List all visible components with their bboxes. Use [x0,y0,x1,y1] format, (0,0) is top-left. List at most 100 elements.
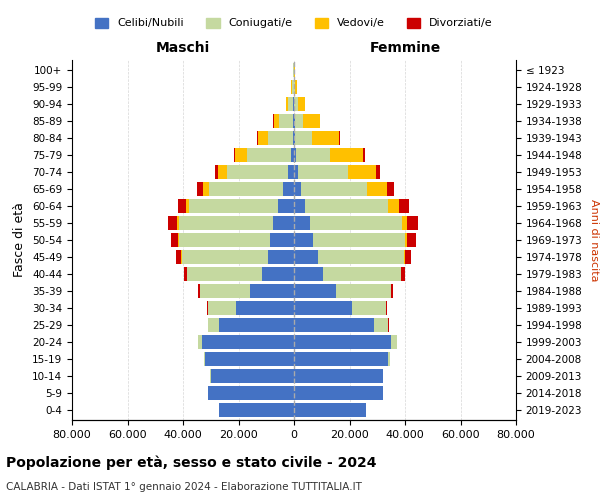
Bar [204,352,205,366]
Bar [200,284,250,298]
Bar [219,402,294,417]
Y-axis label: Anni di nascita: Anni di nascita [589,198,599,281]
Bar [295,131,311,146]
Bar [292,80,294,94]
Bar [179,216,273,230]
Bar [294,334,391,349]
Bar [288,97,293,112]
Bar [294,386,383,400]
Bar [205,352,294,366]
Bar [391,284,394,298]
Bar [407,233,416,247]
Bar [184,266,187,281]
Bar [235,148,247,162]
Bar [352,300,386,315]
Bar [294,216,310,230]
Bar [177,216,179,230]
Bar [401,216,407,230]
Y-axis label: Fasce di età: Fasce di età [13,202,26,278]
Bar [187,266,262,281]
Bar [168,216,177,230]
Bar [293,131,294,146]
Bar [376,165,380,180]
Bar [388,352,390,366]
Bar [291,80,292,94]
Bar [295,97,298,112]
Bar [294,250,317,264]
Bar [208,300,236,315]
Bar [268,131,293,146]
Bar [401,266,405,281]
Bar [203,182,209,196]
Bar [186,199,189,214]
Bar [348,165,376,180]
Bar [405,233,407,247]
Bar [311,131,340,146]
Bar [258,131,268,146]
Bar [323,266,401,281]
Bar [404,250,405,264]
Bar [310,216,401,230]
Bar [374,318,388,332]
Bar [182,250,268,264]
Text: Popolazione per età, sesso e stato civile - 2024: Popolazione per età, sesso e stato civil… [6,455,377,469]
Bar [294,368,383,383]
Bar [294,114,295,128]
Bar [176,250,181,264]
Bar [294,182,301,196]
Bar [399,199,409,214]
Bar [294,199,305,214]
Bar [250,284,294,298]
Bar [317,250,404,264]
Text: Femmine: Femmine [370,41,440,55]
Bar [178,199,186,214]
Bar [303,114,320,128]
Bar [294,165,298,180]
Bar [294,148,296,162]
Bar [268,250,294,264]
Bar [294,80,295,94]
Text: Maschi: Maschi [156,41,210,55]
Bar [279,114,293,128]
Bar [218,165,227,180]
Bar [234,148,235,162]
Bar [294,402,366,417]
Bar [335,284,391,298]
Bar [274,114,279,128]
Bar [363,148,365,162]
Bar [227,165,287,180]
Bar [298,97,305,112]
Bar [296,148,329,162]
Bar [298,165,348,180]
Bar [197,182,203,196]
Bar [262,266,294,281]
Bar [215,165,218,180]
Bar [208,318,219,332]
Bar [219,318,294,332]
Bar [305,199,388,214]
Bar [313,233,405,247]
Bar [271,233,294,247]
Bar [294,318,374,332]
Bar [198,284,200,298]
Bar [367,182,386,196]
Bar [171,233,178,247]
Bar [388,199,399,214]
Bar [294,300,352,315]
Bar [294,352,388,366]
Bar [208,386,294,400]
Bar [179,233,271,247]
Bar [189,199,278,214]
Bar [405,250,411,264]
Bar [295,114,303,128]
Bar [301,182,367,196]
Bar [407,216,418,230]
Bar [391,334,397,349]
Bar [294,233,313,247]
Bar [329,148,363,162]
Bar [247,148,291,162]
Bar [287,165,294,180]
Text: CALABRIA - Dati ISTAT 1° gennaio 2024 - Elaborazione TUTTITALIA.IT: CALABRIA - Dati ISTAT 1° gennaio 2024 - … [6,482,362,492]
Bar [291,148,294,162]
Bar [236,300,294,315]
